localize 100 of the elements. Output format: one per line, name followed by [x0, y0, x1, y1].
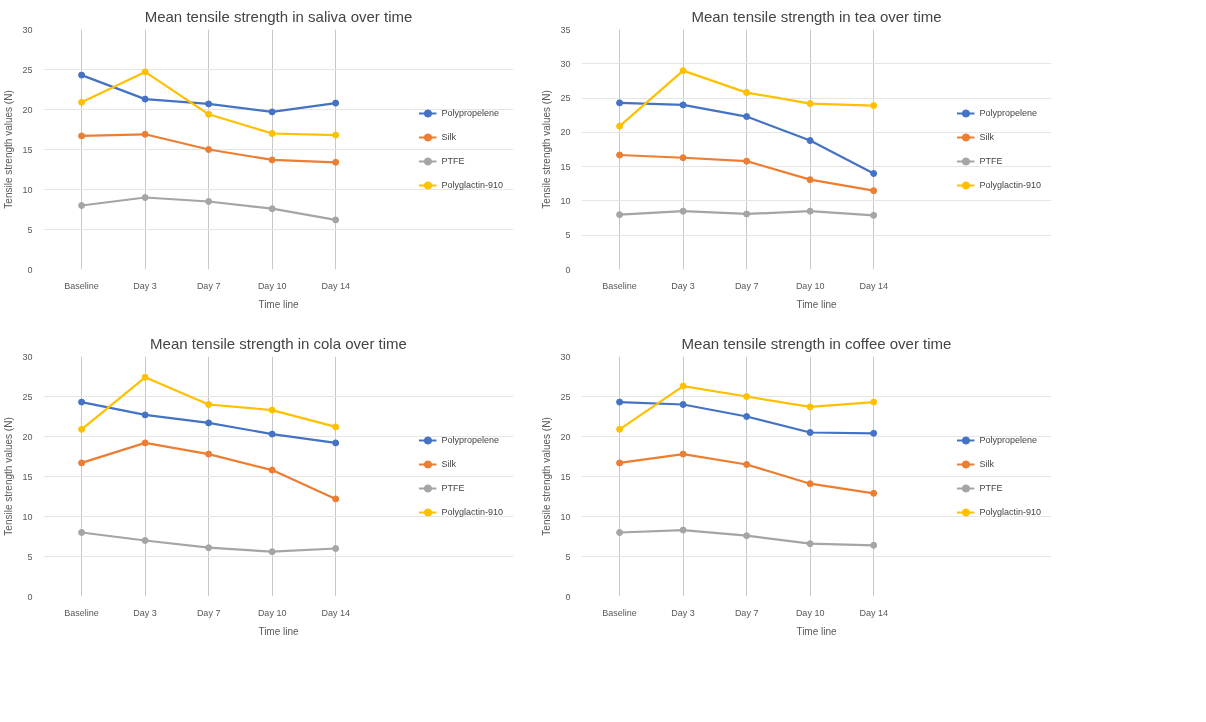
point	[332, 439, 340, 447]
legend-label: PTFE	[441, 156, 465, 166]
point	[743, 393, 751, 400]
y-tick-label: 15	[22, 471, 33, 482]
point	[616, 211, 624, 219]
y-tick-label: 5	[27, 551, 33, 562]
y-axis-title: Tensile strength values (N)	[3, 417, 15, 536]
legend-label: Polyglactin-910	[979, 507, 1041, 517]
point	[743, 532, 751, 540]
y-tick-label: 10	[560, 511, 571, 522]
point	[743, 210, 751, 218]
y-tick-label: 15	[560, 471, 571, 482]
point	[78, 98, 86, 106]
y-tick-label: 25	[560, 93, 571, 104]
y-tick-label: 30	[22, 24, 33, 35]
point	[679, 382, 687, 390]
y-tick-label: 20	[22, 431, 33, 442]
point	[870, 102, 878, 110]
x-tick-label: Baseline	[602, 607, 637, 618]
chart-title: Mean tensile strength in tea over time	[691, 7, 942, 25]
point	[616, 122, 624, 130]
x-tick-label: Day 10	[257, 607, 287, 618]
point	[141, 537, 149, 544]
x-tick-label: Day 7	[734, 607, 759, 618]
x-tick-label: Baseline	[64, 607, 99, 618]
point	[141, 439, 149, 447]
y-tick-label: 10	[22, 184, 33, 195]
point	[743, 413, 751, 420]
point	[806, 176, 814, 184]
y-tick-label: 25	[560, 391, 571, 402]
legend-label: Polyglactin-910	[441, 507, 503, 517]
point	[870, 398, 878, 406]
x-tick-label: Day 14	[859, 280, 888, 291]
point	[679, 401, 687, 408]
x-axis-title: Time line	[796, 298, 838, 310]
point	[205, 146, 213, 153]
point	[679, 207, 687, 215]
point	[78, 425, 86, 433]
point	[332, 495, 340, 503]
y-tick-label: 30	[560, 58, 571, 69]
y-tick-label: 30	[22, 351, 33, 362]
point	[616, 529, 624, 536]
point	[870, 187, 878, 195]
point	[78, 529, 86, 536]
x-tick-label: Day 7	[196, 280, 221, 291]
point	[141, 95, 149, 103]
y-tick-label: 15	[22, 144, 33, 155]
legend-label: Polypropelene	[979, 435, 1037, 445]
point	[616, 425, 624, 433]
x-tick-label: Day 3	[133, 280, 157, 291]
point	[616, 151, 624, 159]
legend-label: Polypropelene	[441, 435, 499, 445]
x-tick-label: Day 14	[859, 607, 888, 618]
y-tick-label: 30	[560, 351, 571, 362]
point	[268, 156, 276, 164]
point	[268, 430, 276, 438]
point	[205, 110, 213, 118]
x-tick-label: Day 3	[133, 607, 157, 618]
y-tick-label: 20	[560, 431, 571, 442]
y-tick-label: 10	[22, 511, 33, 522]
x-axis-title: Time line	[258, 298, 300, 310]
point	[806, 137, 814, 145]
point	[205, 100, 213, 108]
y-tick-label: 0	[565, 591, 571, 602]
point	[743, 113, 751, 121]
point	[205, 401, 213, 408]
y-tick-label: 25	[22, 64, 33, 75]
legend-label: Polyglactin-910	[979, 180, 1041, 190]
point	[870, 489, 878, 497]
point	[332, 545, 340, 552]
x-axis-title: Time line	[258, 625, 300, 637]
chart-title: Mean tensile strength in cola over time	[150, 334, 407, 352]
y-axis-title: Tensile strength values (N)	[541, 417, 553, 536]
point	[332, 99, 340, 107]
x-tick-label: Day 3	[671, 280, 695, 291]
y-tick-label: 20	[560, 127, 571, 138]
point	[806, 540, 814, 548]
point	[141, 411, 149, 419]
point	[332, 216, 340, 224]
x-tick-label: Day 14	[321, 607, 350, 618]
point	[870, 211, 878, 219]
point	[743, 461, 751, 468]
x-axis-title: Time line	[796, 625, 838, 637]
x-tick-label: Day 10	[257, 280, 287, 291]
point	[679, 526, 687, 534]
point	[205, 419, 213, 427]
chart-title: Mean tensile strength in coffee over time	[681, 334, 952, 352]
y-tick-label: 5	[565, 551, 571, 562]
point	[268, 466, 276, 474]
x-tick-label: Day 3	[671, 607, 695, 618]
y-axis-title: Tensile strength values (N)	[3, 90, 15, 209]
y-tick-label: 25	[22, 391, 33, 402]
legend-label: Polyglactin-910	[441, 180, 503, 190]
legend-label: Silk	[441, 132, 457, 142]
point	[332, 158, 340, 166]
x-tick-label: Day 7	[196, 607, 221, 618]
point	[141, 194, 149, 201]
legend-label: Silk	[979, 459, 995, 469]
point	[870, 541, 878, 549]
point	[806, 207, 814, 215]
